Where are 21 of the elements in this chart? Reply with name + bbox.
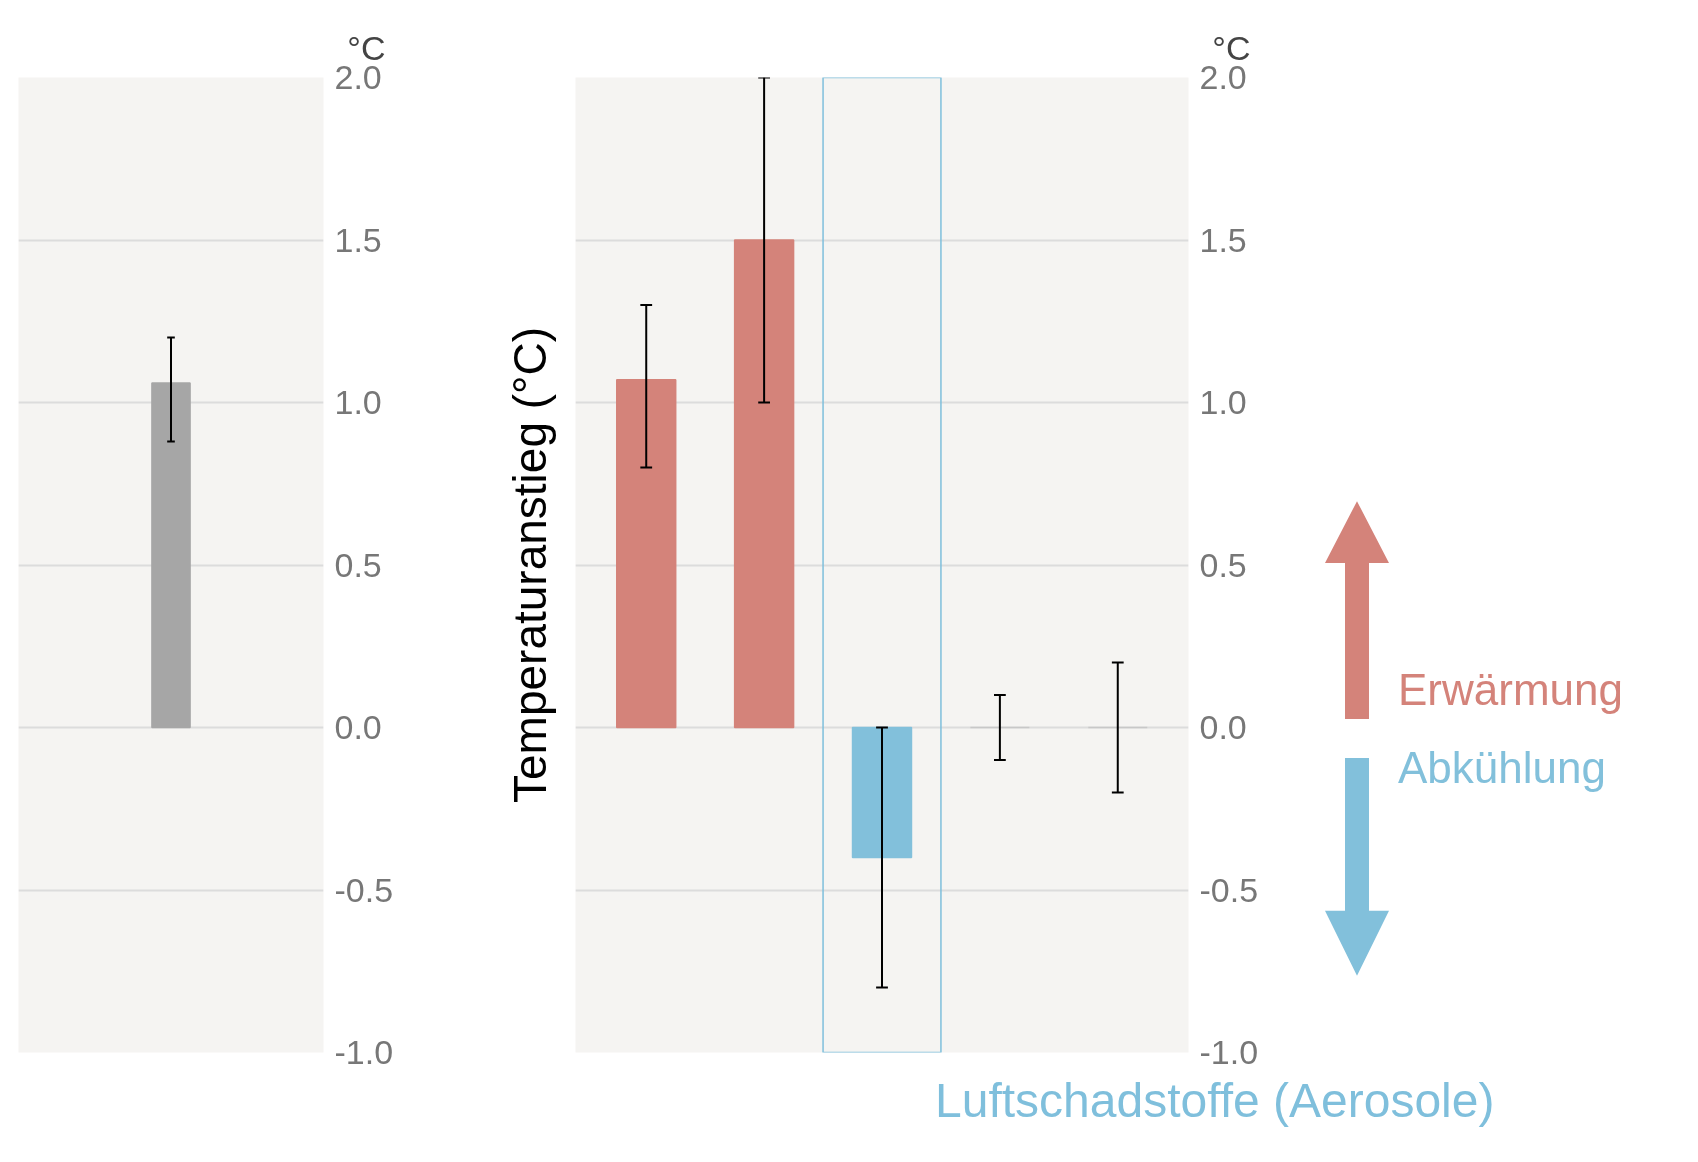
bar <box>733 239 795 729</box>
text: Abkühlung <box>1398 742 1606 792</box>
bar <box>851 726 913 859</box>
y-tick-label: -1.0 <box>334 1033 394 1071</box>
y-tick-label: -0.5 <box>334 870 394 909</box>
y-tick-label: -0.5 <box>1199 870 1259 909</box>
y-tick-label: 1.5 <box>1199 220 1247 259</box>
y-axis-title: °C <box>347 28 386 67</box>
y-tick-label: 1.5 <box>334 220 382 259</box>
y-tick-label: 0.0 <box>334 708 382 746</box>
y-axis-title: Temperaturanstieg (°C) <box>503 326 556 804</box>
text: Erwärmung <box>1398 664 1623 714</box>
text: Luftschadstoffe (Aerosole) <box>935 1074 1495 1127</box>
y-tick-label: 0.0 <box>1199 708 1247 746</box>
y2-axis-title: °C <box>1212 28 1251 67</box>
y-tick-label: 1.0 <box>334 383 382 421</box>
y-tick-label: 0.5 <box>1199 545 1247 584</box>
y-tick-label: 0.5 <box>334 545 382 584</box>
y-tick-label: -1.0 <box>1199 1033 1259 1071</box>
y-tick-label: 1.0 <box>1199 383 1247 421</box>
bar <box>616 379 677 729</box>
